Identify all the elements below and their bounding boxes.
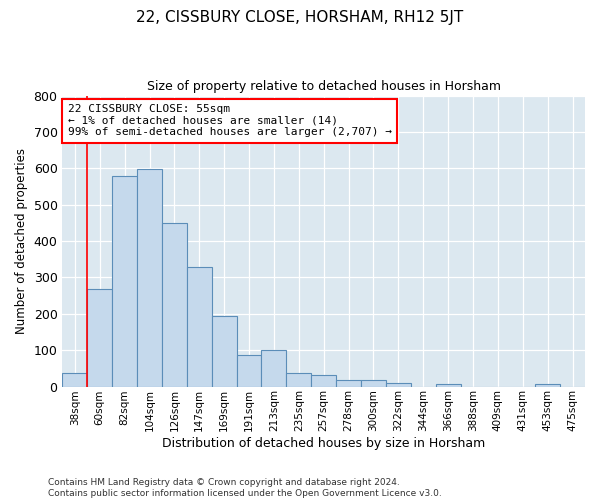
Bar — [236, 355, 262, 386]
Bar — [535, 384, 560, 386]
Text: 22 CISSBURY CLOSE: 55sqm
← 1% of detached houses are smaller (14)
99% of semi-de: 22 CISSBURY CLOSE: 55sqm ← 1% of detache… — [68, 104, 392, 138]
Text: Contains HM Land Registry data © Crown copyright and database right 2024.
Contai: Contains HM Land Registry data © Crown c… — [48, 478, 442, 498]
Bar — [112, 176, 137, 386]
Bar — [361, 380, 386, 386]
Bar — [88, 290, 112, 386]
Y-axis label: Number of detached properties: Number of detached properties — [15, 148, 28, 334]
Bar — [212, 316, 236, 386]
X-axis label: Distribution of detached houses by size in Horsham: Distribution of detached houses by size … — [162, 437, 485, 450]
Bar — [436, 384, 461, 386]
Bar — [187, 266, 212, 386]
Bar — [336, 380, 361, 386]
Text: 22, CISSBURY CLOSE, HORSHAM, RH12 5JT: 22, CISSBURY CLOSE, HORSHAM, RH12 5JT — [136, 10, 464, 25]
Bar — [137, 170, 162, 386]
Bar — [162, 223, 187, 386]
Bar — [262, 350, 286, 387]
Bar — [286, 373, 311, 386]
Bar — [311, 375, 336, 386]
Title: Size of property relative to detached houses in Horsham: Size of property relative to detached ho… — [147, 80, 501, 93]
Bar — [62, 372, 88, 386]
Bar — [386, 382, 411, 386]
